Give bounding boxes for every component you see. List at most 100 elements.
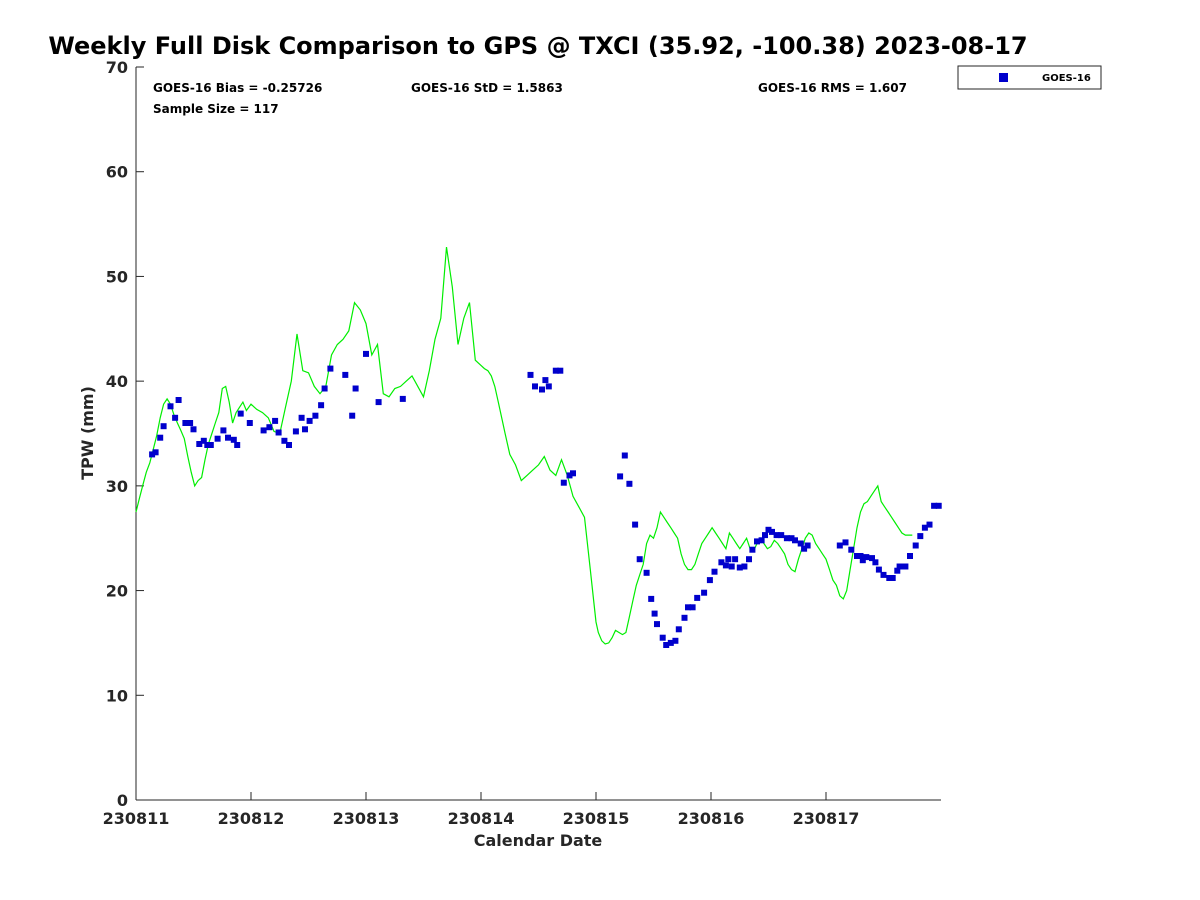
- goes-point: [214, 435, 221, 442]
- goes-point: [302, 426, 308, 433]
- goes-point: [894, 567, 901, 574]
- goes-point: [204, 442, 211, 448]
- goes-point: [836, 542, 843, 549]
- goes-point: [694, 594, 701, 601]
- goes-point: [272, 417, 279, 424]
- x-tick-label: 230814: [448, 809, 515, 828]
- goes-point: [352, 385, 359, 392]
- goes-point: [160, 423, 167, 430]
- goes-point: [741, 563, 748, 570]
- y-tick-label: 0: [117, 791, 128, 810]
- goes-point: [542, 377, 549, 384]
- goes-point: [912, 542, 919, 549]
- goes-point: [728, 563, 735, 570]
- legend: GOES-16: [957, 65, 1102, 90]
- goes-point: [399, 395, 406, 402]
- stat-sample-size: Sample Size = 117: [153, 102, 279, 116]
- goes-point: [797, 540, 804, 547]
- x-tick-label: 230812: [218, 809, 285, 828]
- goes-point: [749, 546, 756, 553]
- goes-point: [765, 526, 772, 533]
- y-axis-title: TPW (mm): [78, 386, 97, 480]
- goes-point: [234, 442, 241, 448]
- goes-point: [788, 535, 795, 542]
- goes-point: [207, 442, 214, 448]
- goes-point: [681, 614, 688, 621]
- goes-point: [902, 563, 909, 570]
- goes-point: [275, 429, 282, 436]
- goes-point: [200, 437, 207, 444]
- y-tick-label: 60: [106, 163, 128, 182]
- goes-point: [306, 417, 313, 424]
- goes-point: [636, 556, 643, 563]
- goes-point: [872, 559, 879, 566]
- goes-point: [327, 365, 334, 372]
- legend-box: [957, 65, 1102, 90]
- goes-point: [701, 589, 708, 596]
- y-tick-label: 70: [106, 58, 128, 77]
- goes-point: [869, 555, 875, 562]
- goes-point: [711, 568, 718, 575]
- goes-point: [792, 537, 798, 544]
- goes-point: [149, 451, 156, 458]
- goes-point: [689, 604, 696, 611]
- goes-point: [643, 569, 650, 576]
- goes-point: [762, 532, 768, 539]
- goes-point: [298, 414, 305, 421]
- goes-point: [675, 626, 682, 633]
- goes-point: [736, 564, 743, 571]
- legend-marker: [999, 73, 1008, 82]
- goes-point: [182, 420, 189, 426]
- goes-point: [854, 553, 860, 559]
- goes-point: [921, 524, 928, 531]
- x-tick-label: 230816: [678, 809, 745, 828]
- goes-point: [626, 480, 633, 487]
- goes-point: [545, 383, 552, 390]
- goes-point: [220, 427, 227, 434]
- y-tick-label: 40: [106, 372, 128, 391]
- goes-point: [266, 424, 273, 431]
- goes-point: [246, 420, 253, 426]
- goes-point: [886, 575, 893, 581]
- goes-point: [889, 575, 896, 581]
- goes-point: [281, 437, 288, 444]
- goes-point: [152, 449, 159, 456]
- goes-point: [172, 414, 179, 421]
- goes-point: [651, 610, 658, 617]
- goes-point: [632, 521, 639, 528]
- goes-point: [566, 472, 573, 479]
- goes-point: [167, 403, 174, 410]
- x-tick-label: 230817: [793, 809, 860, 828]
- goes-point: [848, 546, 855, 553]
- goes-point: [863, 554, 870, 561]
- x-axis-title: Calendar Date: [474, 831, 603, 850]
- y-tick-label: 50: [106, 267, 128, 286]
- goes-point: [732, 556, 739, 563]
- goes-point: [685, 604, 691, 611]
- goes-point: [663, 642, 670, 648]
- chart-title: Weekly Full Disk Comparison to GPS @ TXC…: [48, 32, 1027, 60]
- goes-point: [917, 533, 924, 540]
- goes-point: [190, 426, 197, 433]
- goes-point: [842, 539, 849, 546]
- x-tick-label: 230811: [103, 809, 170, 828]
- goes-point: [225, 434, 231, 441]
- x-ticks: 230811 230812 230813 230814 230815 230816 2308…: [103, 792, 860, 828]
- gps-series-line: [135, 247, 913, 645]
- goes-point: [349, 412, 356, 419]
- goes-point: [648, 595, 655, 602]
- goes-point: [935, 502, 942, 509]
- goes-point: [552, 367, 559, 374]
- goes-point: [237, 410, 244, 417]
- goes-point: [722, 562, 729, 569]
- y-tick-label: 20: [106, 582, 128, 601]
- stat-bias: GOES-16 Bias = -0.25726: [153, 81, 322, 95]
- goes-point: [292, 428, 299, 435]
- x-tick-label: 230813: [333, 809, 400, 828]
- stat-std: GOES-16 StD = 1.5863: [411, 81, 563, 95]
- goes-point: [321, 385, 328, 392]
- goes-point: [718, 559, 725, 566]
- goes-point: [875, 566, 882, 573]
- goes-point: [896, 563, 903, 570]
